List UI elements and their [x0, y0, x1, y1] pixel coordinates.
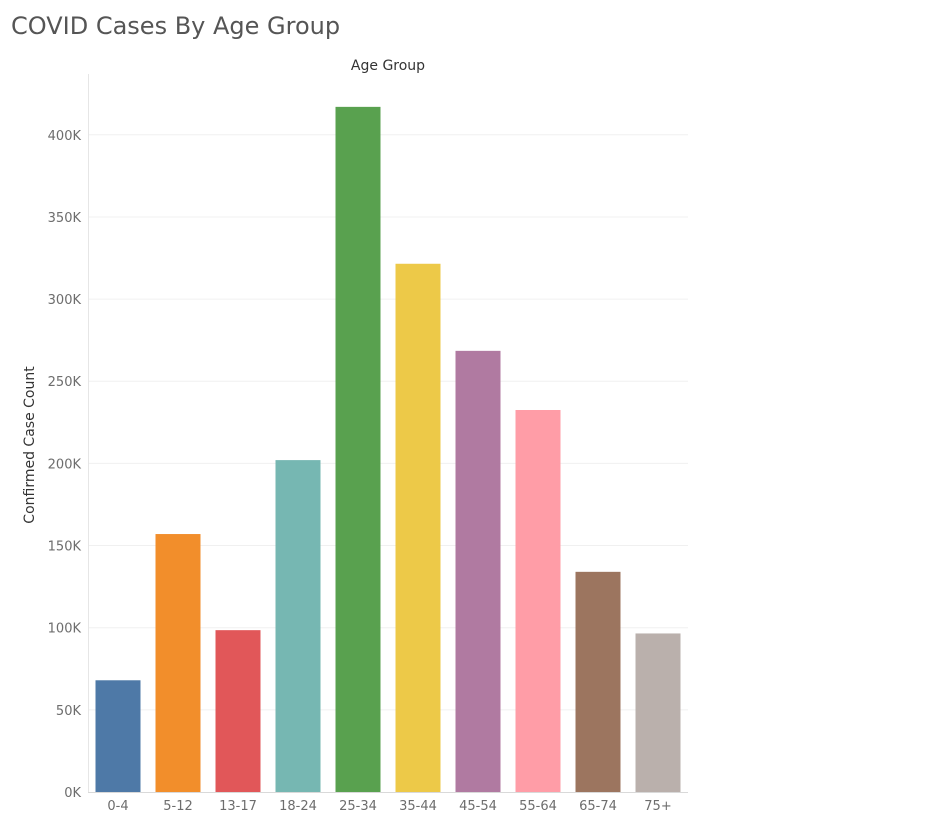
y-tick-label: 300K — [48, 293, 82, 308]
bar-55-64[interactable] — [515, 409, 561, 792]
y-tick-label: 250K — [48, 375, 82, 390]
bar-25-34[interactable] — [335, 106, 381, 792]
x-tick-label: 55-64 — [519, 799, 557, 814]
bar-65-74[interactable] — [575, 571, 621, 792]
x-tick-label: 75+ — [644, 799, 671, 814]
y-tick-label: 0K — [64, 786, 81, 801]
y-axis-ticks: 0K 50K 100K 150K 200K 250K 300K 350K 400K — [48, 129, 82, 801]
x-axis-ticks: 0-4 5-12 13-17 18-24 25-34 35-44 45-54 55-64 65-… — [107, 799, 671, 814]
bar-18-24[interactable] — [275, 460, 321, 792]
bar-75+[interactable] — [635, 633, 681, 792]
x-tick-label: 5-12 — [163, 799, 193, 814]
x-tick-label: 13-17 — [219, 799, 257, 814]
chart-title: COVID Cases By Age Group — [11, 12, 341, 40]
y-tick-label: 350K — [48, 211, 82, 226]
y-tick-label: 100K — [48, 622, 82, 637]
bar-45-54[interactable] — [455, 350, 501, 792]
y-tick-label: 50K — [56, 704, 82, 719]
bar-0-4[interactable] — [95, 680, 141, 792]
x-axis-title: Age Group — [351, 58, 425, 74]
x-tick-label: 65-74 — [579, 799, 617, 814]
x-tick-label: 35-44 — [399, 799, 437, 814]
x-tick-label: 25-34 — [339, 799, 377, 814]
y-tick-label: 200K — [48, 457, 82, 472]
bars — [95, 106, 681, 792]
y-axis-title: Confirmed Case Count — [22, 366, 38, 524]
bar-13-17[interactable] — [215, 630, 261, 792]
x-tick-label: 45-54 — [459, 799, 497, 814]
x-tick-label: 0-4 — [107, 799, 128, 814]
bar-5-12[interactable] — [155, 534, 201, 792]
y-tick-label: 400K — [48, 129, 82, 144]
x-tick-label: 18-24 — [279, 799, 317, 814]
y-tick-label: 150K — [48, 540, 82, 555]
bar-35-44[interactable] — [395, 263, 441, 792]
